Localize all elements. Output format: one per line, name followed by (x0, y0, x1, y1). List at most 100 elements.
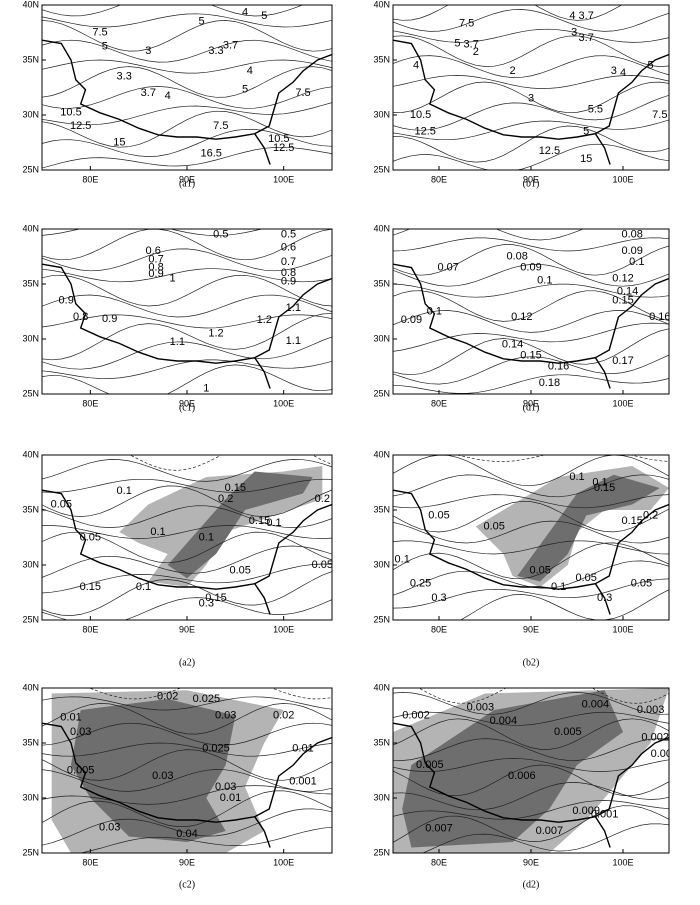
boundary (254, 277, 332, 359)
contour-label: 0.05 (631, 578, 652, 590)
contour-line (393, 263, 669, 287)
lat-label: 25N (373, 164, 390, 174)
lat-label: 35N (373, 54, 390, 64)
contour-label: 0.03 (152, 770, 173, 782)
panel-label: (d1) (523, 402, 540, 413)
contour-line (393, 764, 669, 797)
contour-label: 0.05 (529, 564, 550, 576)
map-panel: 0.050.10.050.150.20.150.10.20.1 0.10.05 0.… (22, 449, 333, 668)
contour-line (42, 59, 332, 74)
contour-line (393, 81, 669, 114)
boundary (393, 489, 611, 615)
lat-label: 30N (373, 792, 390, 802)
contour-label: 15 (113, 136, 125, 148)
contour-label: 0.025 (202, 742, 230, 754)
contour-line (42, 312, 332, 361)
contour-label: 0.8 (281, 267, 296, 279)
shading-dark (517, 474, 660, 582)
contour-line (393, 9, 669, 32)
lon-label: 80E (431, 398, 447, 408)
contour-line (42, 769, 332, 792)
contour-label: 0.001 (289, 775, 317, 787)
contour-label: 0.01 (220, 792, 241, 804)
map-panel: 0.5 0.50.6 0.60.7 0.70.8 0.80.90.911.11.21.2… (22, 223, 333, 413)
contour-label: 0.3 (431, 592, 446, 604)
contour-label: 0.15 (225, 482, 246, 494)
contour-line (42, 66, 332, 98)
lon-label: 90E (523, 398, 539, 408)
contour-label: 0.03 (215, 781, 236, 793)
lon-label: 80E (82, 174, 98, 184)
contour-label: 0.01 (292, 742, 313, 754)
contour-label: 0.1 (592, 476, 607, 488)
contour-label: 0.1 (266, 517, 281, 529)
lon-label: 80E (82, 398, 98, 408)
contour-label: 0.15 (520, 349, 541, 361)
contour-label: 0.09 (621, 245, 642, 257)
contour-label: 0.001 (651, 748, 679, 760)
lat-label: 40N (373, 223, 390, 233)
boundary (42, 722, 271, 848)
contour-label: 0.007 (425, 823, 453, 835)
lat-label: 30N (22, 109, 39, 119)
boundary (254, 736, 332, 818)
contour-label: 5.5 (588, 103, 603, 115)
contour-label: 0.8 (73, 311, 88, 323)
lat-label: 30N (22, 792, 39, 802)
lat-label: 30N (22, 559, 39, 569)
contour-label: 7.5 (459, 18, 474, 30)
contour-label: 7.5 (652, 109, 667, 121)
lat-label: 25N (22, 614, 39, 624)
lon-label: 90E (523, 174, 539, 184)
contour-line (42, 597, 332, 620)
contour-label: 0.15 (621, 515, 642, 527)
contour-line (42, 742, 332, 757)
contour-line (393, 520, 669, 544)
contour-label: 3.3 (208, 45, 223, 57)
panel-label: (b1) (523, 178, 540, 189)
contour-label: 0.15 (80, 581, 101, 593)
contour-label: 7.5 (213, 120, 228, 132)
contour-label: 0.004 (490, 715, 518, 727)
contour-label: 0.2 (643, 509, 658, 521)
contour-label: 3.7 (579, 10, 594, 22)
contour-label: 0.03 (99, 822, 120, 834)
contour-label: 0.07 (437, 261, 458, 273)
contour-line (42, 39, 332, 63)
contour-label: 0.003 (637, 704, 665, 716)
contour-label: 0.005 (554, 726, 582, 738)
lat-label: 35N (373, 504, 390, 514)
contour-line (42, 790, 332, 827)
boundary (393, 39, 611, 165)
contour-label: 5 (648, 59, 654, 71)
lat-label: 25N (22, 388, 39, 398)
contour-label: 0.1 (117, 485, 132, 497)
contour-line (42, 749, 332, 781)
contour-line (393, 35, 669, 67)
contour-label: 0.15 (249, 515, 270, 527)
contour-line (393, 800, 669, 820)
shading-dark (71, 699, 236, 842)
lat-label: 35N (22, 737, 39, 747)
contour-label: 3.7 (223, 40, 238, 52)
contour-label: 0.15 (594, 482, 615, 494)
contour-label: 1.1 (170, 336, 185, 348)
lat-label: 25N (373, 847, 390, 857)
contour-line (42, 364, 332, 394)
contour-line (393, 578, 669, 609)
lat-label: 35N (22, 54, 39, 64)
lon-label: 80E (82, 857, 98, 867)
contour-label: 0.001 (591, 808, 619, 820)
contour-line (88, 688, 332, 700)
lat-label: 35N (22, 278, 39, 288)
panel-label: (b2) (523, 657, 540, 668)
contour-label: 1 (169, 272, 175, 284)
contour-label: 3.3 (117, 70, 132, 82)
contour-line (42, 20, 332, 52)
contour-label: 0.03 (215, 709, 236, 721)
contour-label: 0.6 (146, 245, 161, 257)
panel-label: (a1) (179, 178, 195, 189)
contour-label: 0.1 (551, 581, 566, 593)
panel-label: (c2) (179, 879, 195, 890)
